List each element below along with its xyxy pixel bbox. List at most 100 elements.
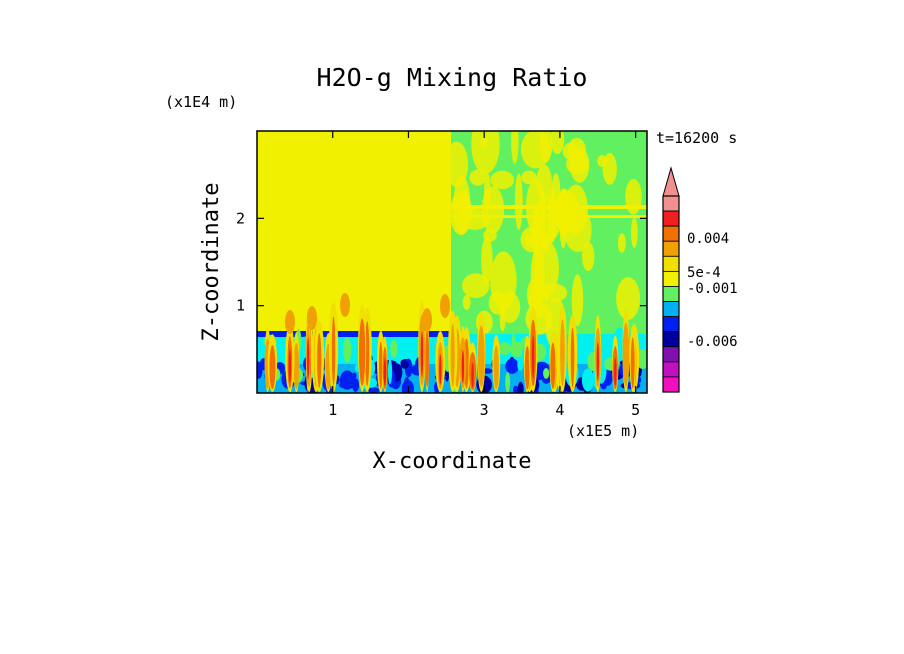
field-patch [497,342,512,355]
field-patch [340,293,350,317]
colorbar-swatch [662,316,680,333]
field-patch [450,323,455,387]
field-patch [534,240,559,297]
field-patch [471,362,474,388]
x-axis-ticks: 1 2 3 4 5 [328,131,640,419]
field-patch [493,345,499,390]
colorbar-swatch [662,210,680,227]
field-patch [536,164,552,201]
colorbar [662,166,680,393]
field-patch [422,308,432,332]
field-patch [462,273,490,299]
x-axis-label: X-coordinate [373,449,532,474]
field-patch [582,241,595,272]
field-patch [563,184,588,235]
time-label: t=16200 s [656,129,737,147]
colorbar-swatch [662,376,680,393]
field-patch [288,349,292,384]
field-patch [331,316,336,386]
colorbar-extend-arrow [662,166,680,197]
field-patch [514,173,523,230]
field-patch [343,337,352,363]
field-patch [499,291,521,323]
y-axis-label: Z-coordinate [199,183,224,342]
colorbar-swatch [662,331,680,348]
field-patch [462,294,471,311]
field-patch [630,217,638,249]
field-patch [531,335,535,379]
colorbar-tick-label: 0.004 [687,231,729,247]
field-patch [257,361,263,379]
field-patch [524,231,553,249]
field-patch [510,341,524,358]
colorbar-swatch [662,195,680,212]
colorbar-tick-label: -0.001 [687,281,738,297]
field-patch [317,333,322,388]
field-patch [390,339,398,358]
field-patch [425,328,430,388]
field-patch [543,367,550,379]
colorbar-tick-label: -0.006 [687,334,738,350]
field-patch [571,274,584,327]
colorbar-swatch [662,225,680,242]
field-patch [383,358,387,387]
y-tick-label: 2 [236,209,245,227]
x-tick-label: 1 [328,401,337,419]
field-patch [469,169,487,186]
colorbar-swatch [662,270,680,287]
y-unit-label: (x1E4 m) [165,93,237,111]
field-patch [351,372,357,379]
field-patch [484,172,491,214]
colorbar-swatch [662,255,680,272]
field-patch [365,320,370,387]
field-patch [477,325,485,387]
field-patch [622,322,630,387]
colorbar-swatch [662,286,680,302]
field-patch [505,358,519,374]
field-patch [400,360,409,369]
heatmap-field [257,131,647,393]
field-patch [630,337,635,389]
field-patch [602,152,617,185]
field-patch [285,310,295,334]
field-patch [490,170,515,190]
field-patch [307,306,317,330]
field-patch [345,377,357,389]
plot-frame [256,130,648,394]
field-patch [440,294,450,318]
field-patch [452,215,647,218]
colorbar-frame [662,195,680,393]
field-patch [368,387,380,393]
field-patch [513,385,519,393]
y-axis-ticks: 12 [236,209,647,315]
field-patch [387,358,393,385]
colorbar-swatch [662,301,680,318]
field-patch [517,357,524,371]
colorbar-labels: 0.004 5e-4-0.001 -0.006 [687,231,738,350]
field-patch [550,131,565,155]
field-patch [617,233,626,253]
field-patch [420,331,424,378]
field-patch [625,178,642,215]
field-patch [461,350,465,384]
field-patch [596,342,600,381]
field-patch [616,277,641,320]
field-patch [517,381,524,393]
x-tick-label: 3 [480,401,489,419]
field-patch [379,341,383,389]
colorbar-swatch [662,346,680,363]
field-patch [560,319,565,387]
field-patch [550,342,556,390]
colorbar-tick-label: 5e-4 [687,265,721,281]
y-tick-label: 1 [236,297,245,315]
field-patch [511,131,519,165]
field-patch [570,327,575,388]
field-patch [521,170,537,185]
field-patch [293,343,300,390]
field-patch [358,318,366,386]
field-patch [581,368,594,392]
field-patch [614,357,617,386]
x-tick-label: 4 [555,401,564,419]
x-tick-label: 2 [404,401,413,419]
